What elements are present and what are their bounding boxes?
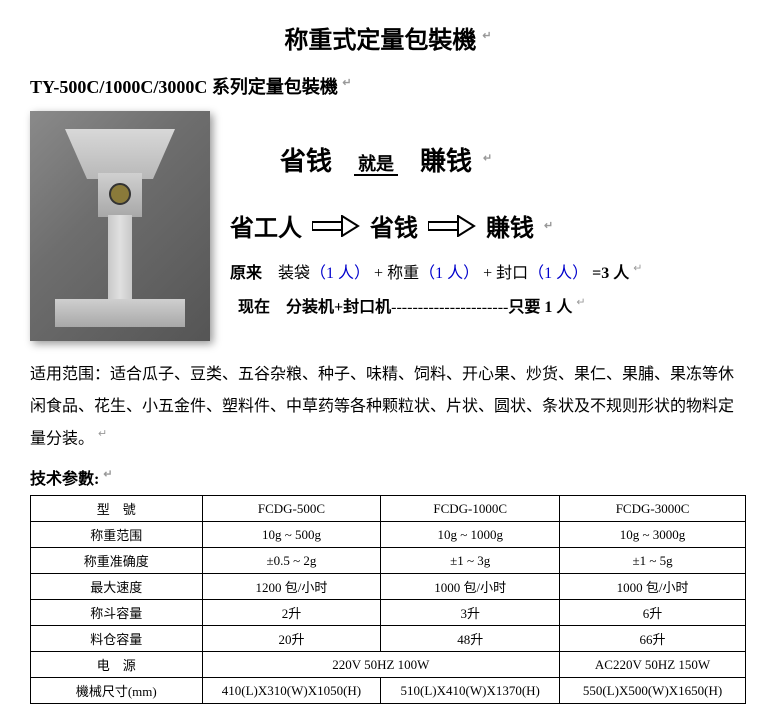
return-mark: ↵: [576, 297, 585, 309]
formula2-label: 现在: [238, 299, 270, 316]
spec-table: 型 號FCDG-500CFCDG-1000CFCDG-3000C 称重范围10g…: [30, 495, 746, 704]
row-header: 电 源: [31, 652, 203, 678]
cell: 510(L)X410(W)X1370(H): [381, 678, 560, 704]
machine-dial-shape: [109, 183, 131, 205]
row-header: 称斗容量: [31, 600, 203, 626]
formula-after: 现在 分装机+封口机----------------------只要 1 人 ↵: [230, 293, 746, 317]
machine-column-shape: [108, 215, 132, 307]
slogan1-right: 賺钱: [420, 147, 472, 176]
formula2-tail: 只要 1 人: [508, 299, 572, 316]
slogan-flow: 省工人 省钱 賺钱 ↵: [230, 208, 746, 243]
slogan2-b: 省钱: [370, 208, 418, 243]
table-row: 称斗容量2升3升6升: [31, 600, 746, 626]
cell: ±0.5 ~ 2g: [202, 548, 381, 574]
page-title: 称重式定量包裝機 ↵: [30, 20, 746, 55]
formula1-p3b: （1 人）: [528, 265, 588, 282]
table-row-power: 电 源 220V 50HZ 100W AC220V 50HZ 150W: [31, 652, 746, 678]
cell: ±1 ~ 5g: [560, 548, 746, 574]
return-mark: ↵: [98, 428, 107, 440]
cell: 1000 包/小时: [381, 574, 560, 600]
tech-params-title: 技术参數: ↵: [30, 465, 746, 489]
table-row: 最大速度1200 包/小时1000 包/小时1000 包/小时: [31, 574, 746, 600]
slogan2-a: 省工人: [230, 208, 302, 243]
formula2-body: 分装机+封口机: [286, 299, 391, 316]
row-header: 最大速度: [31, 574, 203, 600]
row-header: 料仓容量: [31, 626, 203, 652]
arrow-right-icon: [312, 215, 360, 237]
formula1-eq: =3 人: [592, 265, 629, 282]
cell: FCDG-500C: [202, 496, 381, 522]
machine-image: [30, 111, 210, 341]
arrow-right-icon: [428, 215, 476, 237]
subtitle: TY-500C/1000C/3000C 系列定量包裝機 ↵: [30, 73, 746, 99]
hero-text-block: 省钱 就是 賺钱 ↵ 省工人 省钱 賺钱 ↵ 原来 装袋（1 人）: [230, 111, 746, 327]
formula1-p3a: 封口: [496, 265, 528, 282]
slogan2-c: 賺钱: [486, 208, 534, 243]
cell: 2升: [202, 600, 381, 626]
machine-hopper-shape: [65, 129, 175, 179]
return-mark: ↵: [103, 469, 112, 481]
cell: 66升: [560, 626, 746, 652]
cell-power-span: 220V 50HZ 100W: [202, 652, 560, 678]
cell: 20升: [202, 626, 381, 652]
formula1-p2a: 称重: [387, 265, 419, 282]
scope-paragraph: 适用范围：适合瓜子、豆类、五谷杂粮、种子、味精、饲料、开心果、炒货、果仁、果脯、…: [30, 359, 746, 455]
formula1-plus2: +: [483, 265, 496, 282]
table-row: 型 號FCDG-500CFCDG-1000CFCDG-3000C: [31, 496, 746, 522]
cell: AC220V 50HZ 150W: [560, 652, 746, 678]
cell: 1000 包/小时: [560, 574, 746, 600]
hero-row: 省钱 就是 賺钱 ↵ 省工人 省钱 賺钱 ↵ 原来 装袋（1 人）: [30, 111, 746, 341]
subtitle-text: TY-500C/1000C/3000C 系列定量包裝機: [30, 77, 338, 97]
cell: 10g ~ 3000g: [560, 522, 746, 548]
cell: FCDG-3000C: [560, 496, 746, 522]
row-header: 型 號: [31, 496, 203, 522]
tech-title-text: 技术参數:: [30, 471, 99, 488]
return-mark: ↵: [483, 153, 492, 165]
spec-tbody: 型 號FCDG-500CFCDG-1000CFCDG-3000C 称重范围10g…: [31, 496, 746, 704]
cell: ±1 ~ 3g: [381, 548, 560, 574]
scope-text-content: 适用范围：适合瓜子、豆类、五谷杂粮、种子、味精、饲料、开心果、炒货、果仁、果脯、…: [30, 366, 734, 447]
row-header: 機械尺寸(mm): [31, 678, 203, 704]
machine-base-shape: [55, 299, 185, 327]
formula1-plus1: +: [374, 265, 387, 282]
cell: 550(L)X500(W)X1650(H): [560, 678, 746, 704]
formula1-p1b: （1 人）: [310, 265, 370, 282]
cell: 10g ~ 500g: [202, 522, 381, 548]
slogan1-mid: 就是: [354, 154, 398, 176]
return-mark: ↵: [482, 30, 491, 42]
return-mark: ↵: [544, 219, 553, 232]
row-header: 称重范围: [31, 522, 203, 548]
table-row: 称重范围10g ~ 500g10g ~ 1000g10g ~ 3000g: [31, 522, 746, 548]
formula1-label: 原来: [230, 265, 262, 282]
slogan1-left: 省钱: [280, 147, 332, 176]
return-mark: ↵: [342, 77, 351, 89]
formula1-p2b: （1 人）: [419, 265, 479, 282]
cell: 1200 包/小时: [202, 574, 381, 600]
cell: FCDG-1000C: [381, 496, 560, 522]
row-header: 称重准确度: [31, 548, 203, 574]
formula1-p1a: 装袋: [278, 265, 310, 282]
cell: 10g ~ 1000g: [381, 522, 560, 548]
cell: 6升: [560, 600, 746, 626]
table-row: 称重准确度±0.5 ~ 2g±1 ~ 3g±1 ~ 5g: [31, 548, 746, 574]
page-title-text: 称重式定量包裝機: [284, 28, 476, 54]
formula2-dashes: ----------------------: [391, 299, 508, 316]
table-row-dims: 機械尺寸(mm) 410(L)X310(W)X1050(H) 510(L)X41…: [31, 678, 746, 704]
return-mark: ↵: [633, 263, 642, 275]
cell: 410(L)X310(W)X1050(H): [202, 678, 381, 704]
formula-before: 原来 装袋（1 人） + 称重（1 人） + 封口（1 人） =3 人 ↵: [230, 259, 746, 283]
cell: 3升: [381, 600, 560, 626]
cell: 48升: [381, 626, 560, 652]
table-row: 料仓容量20升48升66升: [31, 626, 746, 652]
slogan-save-earn: 省钱 就是 賺钱 ↵: [230, 141, 746, 178]
